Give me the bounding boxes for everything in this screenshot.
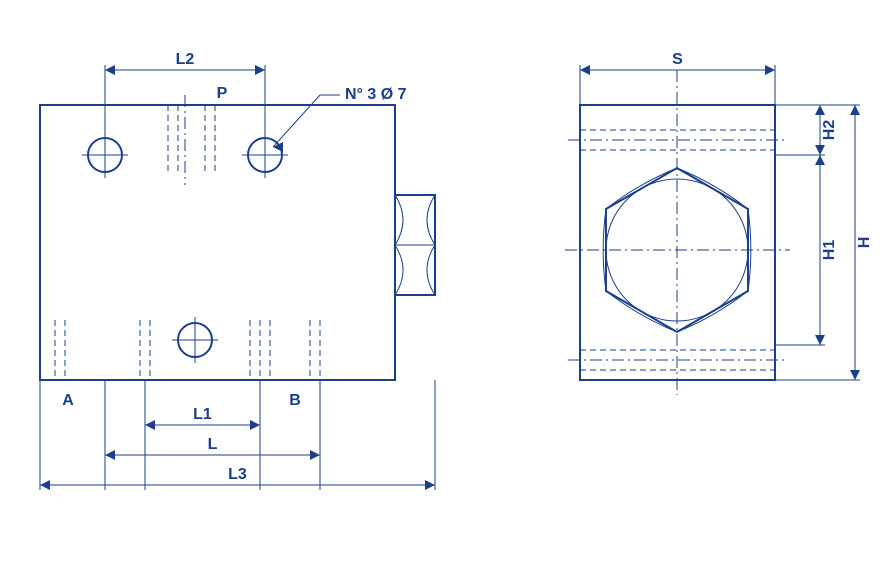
svg-text:H1: H1 [821,240,838,261]
svg-text:L1: L1 [193,406,212,423]
svg-text:L: L [208,436,218,453]
front-body [40,105,395,380]
label-P: P [217,85,228,102]
label-A: A [62,392,74,409]
svg-text:H: H [856,237,873,249]
label-B: B [289,392,301,409]
svg-text:L3: L3 [228,466,247,483]
svg-text:S: S [672,51,683,68]
svg-text:L2: L2 [176,51,195,68]
svg-text:H2: H2 [821,120,838,141]
callout-holes: N° 3 Ø 7 [345,86,407,103]
engineering-drawing: P A B N° 3 Ø 7 L2 L1 L L3 S H H1 H2 [0,0,896,569]
